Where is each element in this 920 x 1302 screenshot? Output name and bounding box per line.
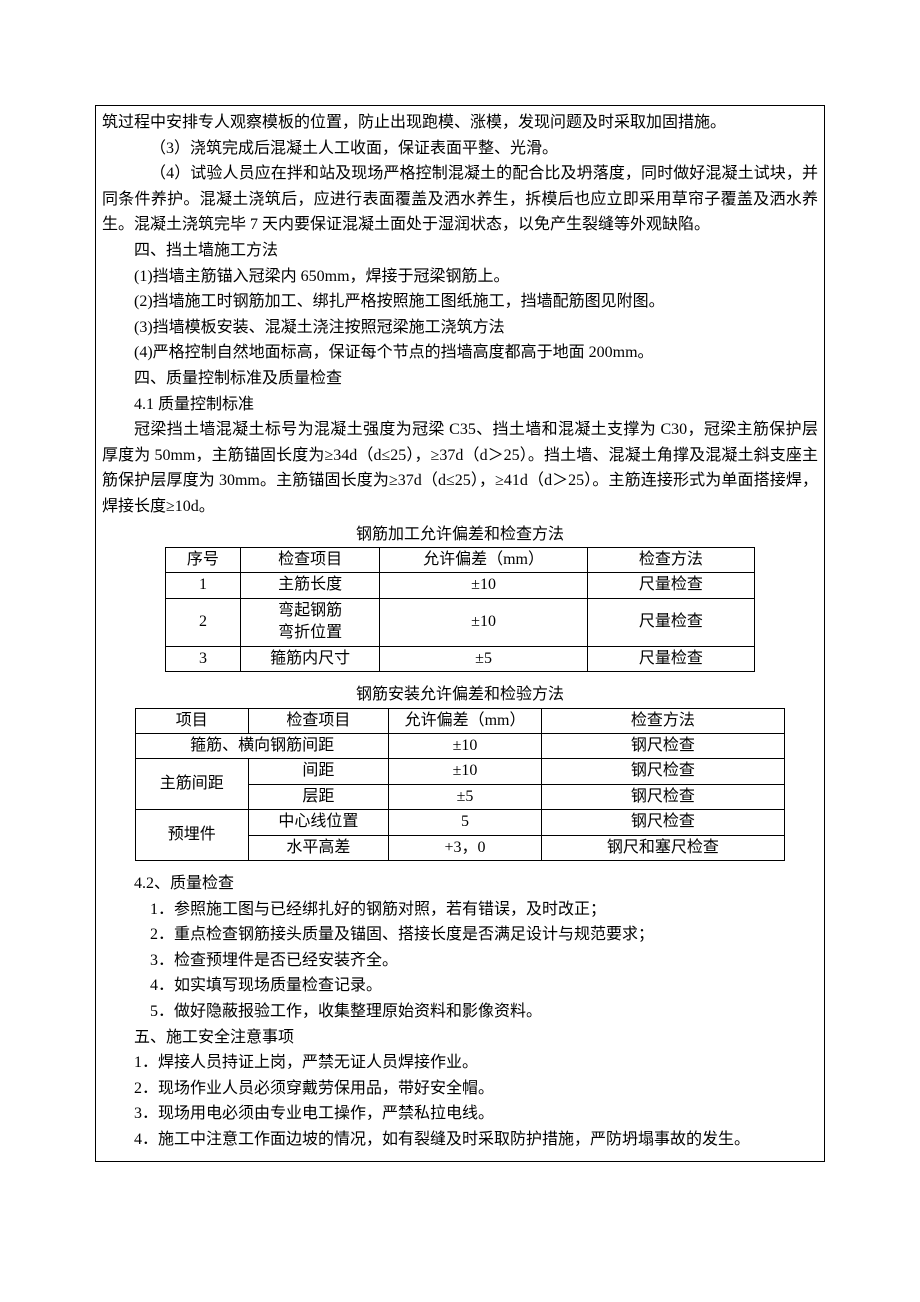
table-row: 3箍筋内尺寸±5尺量检查 [166, 646, 755, 671]
table-cell: 间距 [248, 759, 389, 784]
table-cell: 尺量检查 [587, 573, 754, 598]
content-frame: 筑过程中安排专人观察模板的位置，防止出现跑模、涨模，发现问题及时采取加固措施。 … [95, 105, 825, 1162]
list-item: 4．施工中注意工作面边坡的情况，如有裂缝及时采取防护措施，严防坍塌事故的发生。 [102, 1127, 818, 1153]
list-item: 3．检查预埋件是否已经安装齐全。 [102, 948, 818, 974]
table-cell: ±5 [389, 784, 542, 809]
table-cell: ±10 [389, 734, 542, 759]
paragraph: (1)挡墙主筋锚入冠梁内 650mm，焊接于冠梁钢筋上。 [102, 264, 818, 290]
table-cell: +3，0 [389, 835, 542, 860]
table-cell: 1 [166, 573, 241, 598]
section-heading: 四、质量控制标准及质量检查 [102, 366, 818, 392]
table-cell: 钢尺和塞尺检查 [541, 835, 784, 860]
list-item: 4．如实填写现场质量检查记录。 [102, 973, 818, 999]
table-header-row: 项目 检查项目 允许偏差（mm） 检查方法 [136, 708, 785, 733]
list-item: 1．焊接人员持证上岗，严禁无证人员焊接作业。 [102, 1050, 818, 1076]
col-header: 检查项目 [240, 548, 380, 573]
table-cell: 2 [166, 598, 241, 646]
table-cell: ±10 [389, 759, 542, 784]
paragraph: (2)挡墙施工时钢筋加工、绑扎严格按照施工图纸施工，挡墙配筋图见附图。 [102, 289, 818, 315]
col-header: 检查项目 [248, 708, 389, 733]
list-item: 5．做好隐蔽报验工作，收集整理原始资料和影像资料。 [102, 999, 818, 1025]
document-page: 筑过程中安排专人观察模板的位置，防止出现跑模、涨模，发现问题及时采取加固措施。 … [0, 0, 920, 1302]
table-row: 箍筋、横向钢筋间距±10钢尺检查 [136, 734, 785, 759]
list-item: 2．现场作业人员必须穿戴劳保用品，带好安全帽。 [102, 1076, 818, 1102]
table-cell: 弯起钢筋弯折位置 [240, 598, 380, 646]
table-cell: 预埋件 [136, 810, 249, 861]
table-row: 预埋件中心线位置5钢尺检查 [136, 810, 785, 835]
paragraph: (4)严格控制自然地面标高，保证每个节点的挡墙高度都高于地面 200mm。 [102, 340, 818, 366]
col-header: 检查方法 [541, 708, 784, 733]
paragraph: 冠梁挡土墙混凝土标号为混凝土强度为冠梁 C35、挡土墙和混凝土支撑为 C30，冠… [102, 417, 818, 519]
table-row: 主筋间距间距±10钢尺检查 [136, 759, 785, 784]
list-item: 3．现场用电必须由专业电工操作，严禁私拉电线。 [102, 1101, 818, 1127]
table-rebar-install: 项目 检查项目 允许偏差（mm） 检查方法 箍筋、横向钢筋间距±10钢尺检查主筋… [135, 708, 785, 861]
paragraph: 筑过程中安排专人观察模板的位置，防止出现跑模、涨模，发现问题及时采取加固措施。 [102, 110, 818, 136]
paragraph: (3)挡墙模板安装、混凝土浇注按照冠梁施工浇筑方法 [102, 315, 818, 341]
table-body: 箍筋、横向钢筋间距±10钢尺检查主筋间距间距±10钢尺检查层距±5钢尺检查预埋件… [136, 734, 785, 861]
col-header: 序号 [166, 548, 241, 573]
table-cell: 层距 [248, 784, 389, 809]
col-header: 允许偏差（mm） [389, 708, 542, 733]
sub-heading: 4.1 质量控制标准 [102, 392, 818, 418]
table-cell: 箍筋、横向钢筋间距 [136, 734, 389, 759]
table-body: 1主筋长度±10尺量检查2弯起钢筋弯折位置±10尺量检查3箍筋内尺寸±5尺量检查 [166, 573, 755, 672]
table-row: 2弯起钢筋弯折位置±10尺量检查 [166, 598, 755, 646]
section-heading: 五、施工安全注意事项 [102, 1025, 818, 1051]
table-cell: 钢尺检查 [541, 734, 784, 759]
table-cell: ±10 [380, 573, 587, 598]
table-cell: 钢尺检查 [541, 810, 784, 835]
table-cell: 中心线位置 [248, 810, 389, 835]
col-header: 允许偏差（mm） [380, 548, 587, 573]
table-cell: 尺量检查 [587, 646, 754, 671]
table-cell: ±5 [380, 646, 587, 671]
table-cell: 3 [166, 646, 241, 671]
table-cell: 主筋间距 [136, 759, 249, 810]
paragraph: （3）浇筑完成后混凝土人工收面，保证表面平整、光滑。 [102, 136, 818, 162]
paragraph: （4）试验人员应在拌和站及现场严格控制混凝土的配合比及坍落度，同时做好混凝土试块… [102, 161, 818, 238]
col-header: 项目 [136, 708, 249, 733]
table-cell: 5 [389, 810, 542, 835]
table-caption: 钢筋安装允许偏差和检验方法 [102, 682, 818, 708]
table-cell: 尺量检查 [587, 598, 754, 646]
table-header-row: 序号 检查项目 允许偏差（mm） 检查方法 [166, 548, 755, 573]
table-cell: 主筋长度 [240, 573, 380, 598]
list-item: 1．参照施工图与已经绑扎好的钢筋对照，若有错误，及时改正； [102, 897, 818, 923]
table-cell: 水平高差 [248, 835, 389, 860]
list-item: 2．重点检查钢筋接头质量及锚固、搭接长度是否满足设计与规范要求； [102, 922, 818, 948]
col-header: 检查方法 [587, 548, 754, 573]
table-cell: ±10 [380, 598, 587, 646]
table-rebar-processing: 序号 检查项目 允许偏差（mm） 检查方法 1主筋长度±10尺量检查2弯起钢筋弯… [165, 547, 755, 672]
table-cell: 钢尺检查 [541, 784, 784, 809]
sub-heading: 4.2、质量检查 [102, 871, 818, 897]
table-row: 1主筋长度±10尺量检查 [166, 573, 755, 598]
table-caption: 钢筋加工允许偏差和检查方法 [102, 522, 818, 548]
table-cell: 钢尺检查 [541, 759, 784, 784]
table-cell: 箍筋内尺寸 [240, 646, 380, 671]
section-heading: 四、挡土墙施工方法 [102, 238, 818, 264]
